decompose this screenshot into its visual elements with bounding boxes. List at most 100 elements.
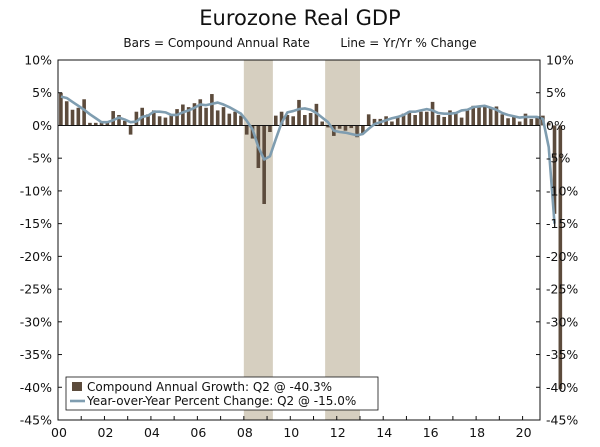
bar xyxy=(337,125,342,129)
bar xyxy=(175,109,179,126)
bar xyxy=(192,103,197,126)
bar xyxy=(558,125,563,390)
bar xyxy=(210,94,214,126)
bar xyxy=(227,113,232,126)
bar xyxy=(233,111,237,126)
x-tick-label: 18 xyxy=(469,425,485,440)
bar xyxy=(215,110,220,126)
bar xyxy=(465,110,470,126)
y-tick-label: -35% xyxy=(546,347,578,362)
recession-band-2 xyxy=(325,60,360,420)
bar xyxy=(279,111,284,126)
bar xyxy=(268,125,272,132)
bar xyxy=(163,117,168,126)
bar xyxy=(134,111,139,126)
bar xyxy=(424,111,429,126)
subtitle-line-note: Line = Yr/Yr % Change xyxy=(340,36,477,50)
y-tick-label: -25% xyxy=(20,282,52,297)
bar xyxy=(500,114,505,126)
bar xyxy=(111,111,115,126)
bar xyxy=(419,111,423,126)
bar xyxy=(70,109,75,126)
subtitle-bars-note: Bars = Compound Annual Rate xyxy=(123,36,310,50)
bar xyxy=(204,107,208,126)
bar xyxy=(157,116,162,126)
chart-title: Eurozone Real GDP xyxy=(199,6,401,30)
bar xyxy=(343,125,348,131)
bar xyxy=(244,125,249,135)
x-tick-label: 14 xyxy=(376,425,392,440)
bar xyxy=(99,122,104,126)
bar xyxy=(105,121,110,126)
bar xyxy=(303,114,307,126)
y-tick-label: -5% xyxy=(546,151,570,166)
x-tick-label: 04 xyxy=(144,425,160,440)
bar xyxy=(523,113,528,126)
x-axis: 00 02 04 06 08 10 12 14 16 18 20 xyxy=(51,416,532,440)
bar xyxy=(453,112,458,126)
bar xyxy=(88,122,92,126)
y-tick-label: -15% xyxy=(20,216,52,231)
bar xyxy=(535,116,539,126)
y-tick-label: -10% xyxy=(20,183,52,198)
y-tick-label: -10% xyxy=(546,183,578,198)
bar xyxy=(93,122,98,126)
bar xyxy=(76,107,81,126)
bar xyxy=(221,107,226,126)
x-tick-label: 20 xyxy=(516,425,532,440)
chart-subtitle: Bars = Compound Annual Rate Line = Yr/Yr… xyxy=(0,36,600,50)
bar xyxy=(430,101,435,126)
legend-box xyxy=(65,376,379,411)
bar xyxy=(436,114,441,126)
bar xyxy=(146,114,150,126)
bar xyxy=(512,116,516,126)
recession-band-1 xyxy=(243,60,273,420)
bar xyxy=(122,120,127,126)
bar xyxy=(297,99,301,126)
bar xyxy=(169,114,174,126)
legend-bar-swatch xyxy=(72,382,82,391)
bar xyxy=(459,117,464,126)
bar xyxy=(477,107,481,126)
bar xyxy=(366,114,371,126)
y-tick-label: -35% xyxy=(20,347,52,362)
y-tick-label: 5% xyxy=(32,85,52,100)
plot-frame xyxy=(57,59,541,421)
y-axis-left: 10% 5% 0% -5% -10% -15% -20% -25% -30% -35% -40% -4… xyxy=(20,53,62,428)
bar xyxy=(186,107,191,126)
recession-bands xyxy=(243,60,360,420)
y-tick-label: -40% xyxy=(20,380,52,395)
y-tick-label: 5% xyxy=(546,85,566,100)
y-tick-label: -20% xyxy=(546,249,578,264)
bar xyxy=(239,115,243,126)
bar xyxy=(355,125,359,138)
bar xyxy=(506,118,510,126)
y-tick-label: -45% xyxy=(546,413,578,428)
bar xyxy=(198,99,203,126)
bar xyxy=(117,114,121,126)
bar xyxy=(285,114,290,126)
bar xyxy=(273,115,278,126)
y-tick-label: -5% xyxy=(28,151,52,166)
bar xyxy=(395,116,400,126)
bar xyxy=(64,101,69,126)
bar xyxy=(320,121,325,126)
bar xyxy=(546,122,551,126)
y-tick-label: 10% xyxy=(546,53,574,68)
bar xyxy=(494,106,499,126)
bar xyxy=(413,114,417,126)
bar xyxy=(401,113,406,126)
bar xyxy=(181,104,185,126)
y-tick-label: 10% xyxy=(24,53,52,68)
x-tick-label: 08 xyxy=(237,425,253,440)
y-tick-label: -30% xyxy=(546,314,578,329)
x-tick-label: 06 xyxy=(190,425,206,440)
y-tick-label: 0% xyxy=(32,118,52,133)
bar xyxy=(262,125,266,204)
bar xyxy=(291,116,295,126)
bar xyxy=(128,125,133,135)
y-tick-label: -15% xyxy=(546,216,578,231)
plot-border xyxy=(57,59,541,421)
bar-series xyxy=(59,92,563,390)
